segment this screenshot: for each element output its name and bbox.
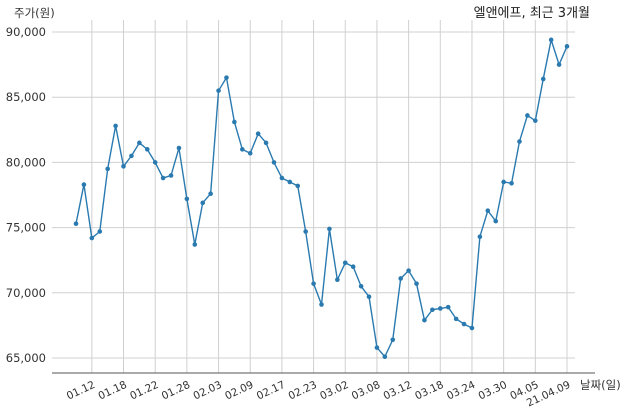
data-point — [97, 229, 103, 234]
data-point — [406, 268, 411, 273]
data-point — [319, 302, 324, 307]
data-point — [105, 166, 110, 172]
series-line — [75, 39, 568, 358]
data-point — [81, 182, 87, 187]
data-point — [327, 226, 332, 232]
data-point — [247, 150, 253, 156]
data-point — [168, 173, 174, 178]
data-point — [144, 147, 150, 152]
y-tick-label: 90,000 — [6, 25, 46, 39]
y-tick-labels: 65,000 70,000 75,000 80,000 85,000 90,000 — [6, 25, 46, 365]
data-point — [113, 123, 118, 129]
x-axis-label: 날짜(일) — [580, 378, 621, 392]
data-point — [430, 307, 435, 313]
data-point — [271, 160, 277, 165]
data-point — [509, 180, 514, 186]
x-tick-label: 02.17 — [255, 379, 287, 403]
y-tick-label: 85,000 — [6, 90, 46, 104]
data-point — [311, 281, 316, 286]
data-point — [564, 44, 570, 49]
data-point — [525, 113, 530, 118]
x-tick-label: 03.02 — [318, 379, 350, 403]
data-point — [453, 316, 459, 322]
x-tick-label: 02.03 — [191, 379, 223, 403]
data-point — [556, 62, 562, 67]
x-tick-label: 03.08 — [350, 379, 382, 403]
grid — [52, 20, 575, 373]
data-point — [279, 175, 285, 181]
x-tick-label: 03.18 — [413, 379, 445, 403]
data-point — [192, 242, 198, 247]
data-point — [342, 260, 348, 266]
data-point — [208, 191, 213, 196]
x-tick-label: 02.09 — [223, 379, 255, 403]
data-point — [73, 221, 79, 226]
data-point — [263, 140, 269, 146]
x-tick-label: 03.24 — [445, 379, 478, 403]
data-point — [295, 183, 301, 189]
data-point — [414, 281, 419, 286]
data-point — [540, 76, 546, 82]
data-point — [129, 153, 134, 159]
data-point — [374, 345, 380, 350]
y-tick-label: 65,000 — [6, 351, 46, 365]
y-tick-label: 75,000 — [6, 221, 46, 235]
data-point — [224, 75, 229, 80]
x-tick-labels: 01.12 01.18 01.22 01.28 02.03 02.09 02.17 02.23… — [65, 379, 572, 410]
x-tick-label: 01.18 — [96, 379, 128, 403]
data-point — [287, 179, 293, 185]
data-point — [477, 234, 483, 240]
data-point — [152, 160, 158, 165]
x-tick-label: 01.28 — [160, 379, 192, 403]
data-point — [240, 147, 245, 152]
data-point — [303, 229, 308, 234]
data-point — [137, 140, 142, 146]
data-point — [533, 118, 538, 123]
chart-title: 엘앤에프, 최근 3개월 — [474, 6, 590, 21]
data-point — [121, 164, 126, 169]
x-tick-label: 03.12 — [382, 379, 414, 403]
data-point — [501, 179, 506, 185]
data-point — [200, 200, 206, 206]
data-point — [485, 208, 491, 213]
data-point — [390, 337, 396, 343]
y-axis-label: 주가(원) — [14, 6, 55, 20]
data-point — [176, 145, 182, 151]
series-price — [73, 37, 570, 359]
data-point — [89, 235, 95, 241]
data-point — [548, 37, 554, 43]
data-point — [493, 218, 499, 224]
data-point — [216, 88, 221, 93]
data-point — [398, 276, 403, 281]
data-point — [350, 264, 356, 270]
data-point — [160, 175, 166, 181]
x-tick-label: 02.23 — [287, 379, 319, 403]
data-point — [232, 119, 237, 125]
y-tick-label: 80,000 — [6, 155, 46, 169]
data-point — [445, 304, 451, 310]
data-point — [382, 354, 388, 359]
data-point — [422, 317, 427, 323]
x-tick-label: 01.22 — [128, 379, 160, 403]
x-tick-label: 03.30 — [477, 379, 509, 403]
data-point — [437, 306, 443, 311]
data-point — [255, 131, 261, 137]
x-tick-label: 01.12 — [65, 379, 97, 403]
data-point — [358, 283, 364, 289]
data-point — [335, 277, 340, 283]
data-point — [517, 139, 522, 144]
data-point — [469, 325, 475, 331]
data-point — [184, 196, 190, 202]
y-tick-label: 70,000 — [6, 286, 46, 300]
data-point — [461, 321, 467, 327]
data-point — [366, 294, 372, 300]
